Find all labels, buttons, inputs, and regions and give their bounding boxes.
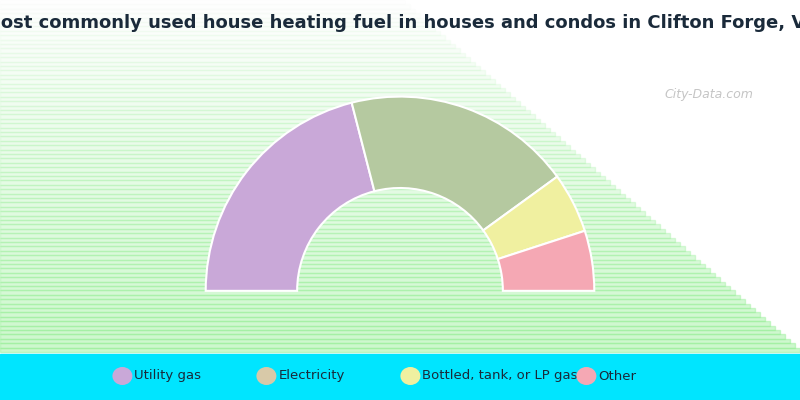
Bar [0, 194, 625, 198]
Bar [0, 66, 480, 70]
Bar [0, 185, 615, 189]
Bar [0, 189, 620, 194]
Text: Electricity: Electricity [278, 370, 345, 382]
Bar [0, 334, 785, 339]
Bar [0, 4, 410, 9]
Bar [0, 238, 675, 242]
Ellipse shape [256, 367, 277, 385]
Bar [0, 251, 690, 255]
Bar [0, 31, 440, 35]
Bar [0, 97, 515, 101]
Text: Utility gas: Utility gas [134, 370, 202, 382]
Bar [0, 176, 605, 180]
Bar [0, 224, 660, 229]
Bar [0, 13, 420, 18]
Ellipse shape [401, 367, 421, 385]
Bar [0, 233, 670, 238]
Bar [0, 326, 775, 330]
Bar [0, 57, 470, 62]
Bar [0, 202, 635, 207]
Bar [0, 180, 610, 185]
Bar [0, 229, 665, 233]
Bar [0, 290, 735, 295]
Bar [0, 295, 740, 299]
Text: Bottled, tank, or LP gas: Bottled, tank, or LP gas [422, 370, 578, 382]
Bar [0, 211, 645, 216]
Bar [0, 299, 745, 304]
Bar [0, 255, 695, 260]
Bar [0, 321, 770, 326]
Bar [0, 273, 715, 277]
Wedge shape [352, 96, 557, 230]
Bar [0, 150, 575, 154]
Bar [0, 167, 595, 172]
Text: Other: Other [598, 370, 637, 382]
Bar [0, 101, 520, 106]
Bar [0, 40, 450, 44]
Bar [0, 128, 550, 132]
Bar [0, 264, 705, 268]
Bar [0, 92, 510, 97]
Wedge shape [483, 177, 585, 259]
Bar [0, 9, 415, 13]
Bar [0, 343, 795, 348]
Bar [0, 114, 535, 119]
Bar [0, 53, 465, 57]
Bar [0, 154, 580, 158]
Bar [0, 282, 725, 286]
Bar [0, 88, 505, 92]
Bar [0, 119, 540, 123]
Bar [0, 62, 475, 66]
Bar [0, 79, 495, 84]
Bar [0, 260, 700, 264]
Bar [0, 84, 500, 88]
Bar [0, 44, 455, 48]
Bar [0, 132, 555, 136]
Bar [0, 172, 600, 176]
Bar [0, 330, 780, 334]
Bar [0, 198, 630, 202]
Bar [0, 308, 755, 312]
Bar [0, 0, 405, 4]
Bar [0, 141, 565, 145]
Bar [0, 145, 570, 150]
Bar [0, 106, 525, 110]
Bar [0, 268, 710, 273]
Bar [0, 242, 680, 246]
Bar [0, 312, 760, 317]
Bar [0, 286, 730, 290]
Bar [0, 348, 800, 352]
Bar [0, 48, 460, 53]
Bar [0, 110, 530, 114]
Bar [0, 220, 655, 224]
Bar [0, 123, 545, 128]
Bar [0, 75, 490, 79]
Bar [0, 246, 685, 251]
Bar [0, 158, 585, 163]
Wedge shape [498, 231, 594, 291]
Text: Most commonly used house heating fuel in houses and condos in Clifton Forge, VA: Most commonly used house heating fuel in… [0, 14, 800, 32]
Bar [0, 277, 720, 282]
Text: City-Data.com: City-Data.com [664, 88, 753, 101]
Bar [0, 26, 435, 31]
Bar [0, 163, 590, 167]
Bar [0, 216, 650, 220]
Bar [0, 70, 485, 75]
Bar [0, 35, 445, 40]
Ellipse shape [112, 367, 132, 385]
Bar [0, 136, 560, 141]
Bar [0, 22, 430, 26]
Bar [0, 18, 425, 22]
Bar [0, 304, 750, 308]
Ellipse shape [576, 367, 596, 385]
Wedge shape [206, 103, 374, 291]
Bar [0, 354, 800, 400]
Bar [0, 317, 765, 321]
Bar [0, 339, 790, 343]
Bar [0, 207, 640, 211]
